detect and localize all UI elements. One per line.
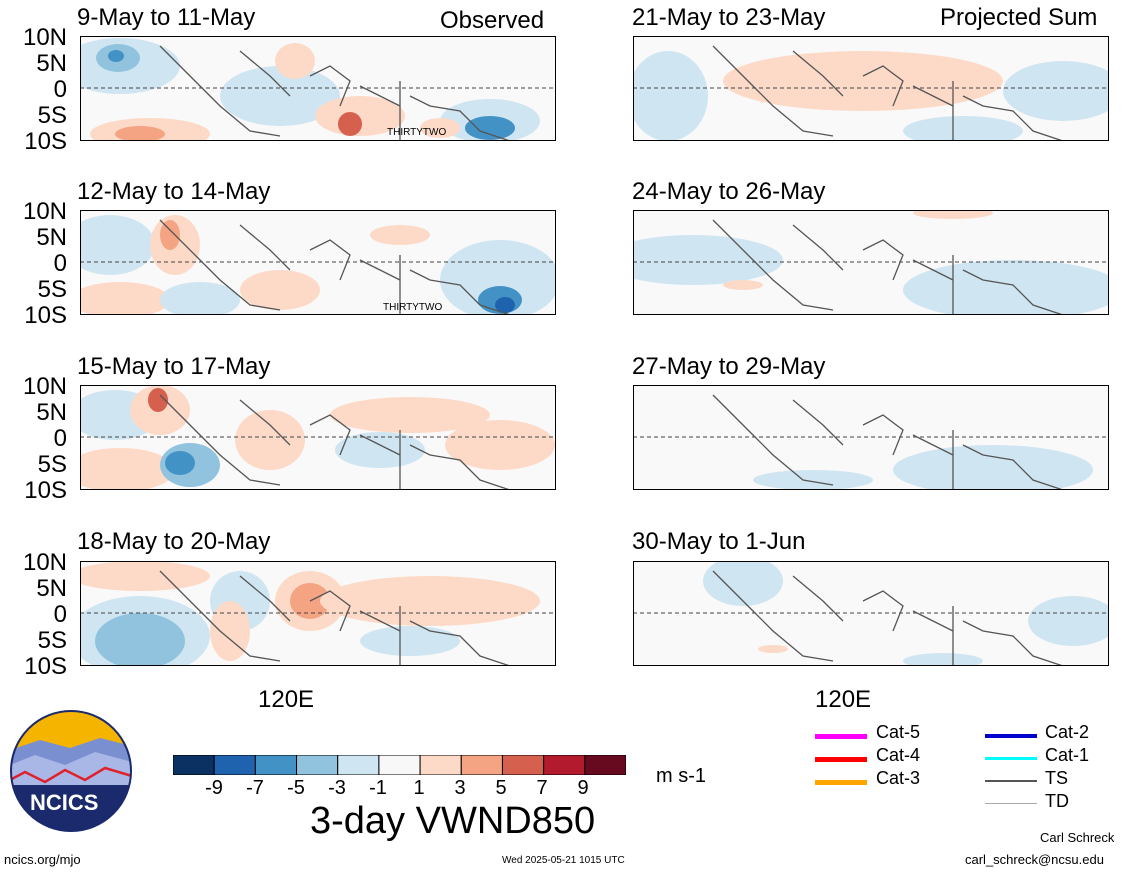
colorbar-tick: 1 <box>413 777 425 799</box>
map-panel-observed-4 <box>80 561 556 666</box>
lat-5n: 5N <box>36 575 67 602</box>
panel-title-4: 18-May to 20-May <box>77 528 271 555</box>
map-panel-observed-3 <box>80 385 556 490</box>
lat-5s: 5S <box>37 276 67 303</box>
legend-swatch-cat2 <box>985 734 1037 738</box>
colorbar-tick: 3 <box>454 777 466 799</box>
legend-swatch-cat4 <box>815 757 867 762</box>
colorbar-tick: -9 <box>205 777 223 799</box>
panel-title-8: 30-May to 1-Jun <box>632 528 806 555</box>
map-panel-projected-3 <box>633 385 1109 490</box>
map-panel-projected-1 <box>633 36 1109 141</box>
observed-label: Observed <box>440 7 545 34</box>
legend-label-cat5: Cat-5 <box>876 722 921 742</box>
colorbar-tick: -3 <box>328 777 346 799</box>
legend-swatch-cat3 <box>815 780 867 785</box>
map-panel-projected-2 <box>633 210 1109 315</box>
main-title: 3-day VWND850 <box>310 800 596 842</box>
colorbar-swatch <box>337 754 380 776</box>
legend-label-cat3: Cat-3 <box>876 768 921 788</box>
lat-10s: 10S <box>24 128 67 155</box>
colorbar-tick: -7 <box>246 777 264 799</box>
lat-10n: 10N <box>22 24 67 51</box>
panel-title-1: 9-May to 11-May <box>77 4 256 31</box>
storm-label: THIRTYTWO <box>383 302 443 313</box>
legend-label-td: TD <box>1045 791 1069 811</box>
lon-label-left: 120E <box>258 686 315 713</box>
colorbar-swatch <box>543 754 586 776</box>
map-panel-observed-1 <box>80 36 556 141</box>
lat-5s: 5S <box>37 102 67 129</box>
colorbar-swatch <box>296 754 339 776</box>
lat-10n: 10N <box>22 549 67 576</box>
lat-5s: 5S <box>37 627 67 654</box>
lat-0: 0 <box>53 601 67 628</box>
colorbar-tick: -5 <box>287 777 305 799</box>
lat-0: 0 <box>53 76 67 103</box>
legend-label-cat2: Cat-2 <box>1045 722 1090 742</box>
colorbar-tick: -1 <box>369 777 387 799</box>
colorbar-swatch <box>460 754 503 776</box>
projected-sum-label: Projected Sum <box>940 4 1098 31</box>
colorbar-swatch <box>419 754 462 776</box>
legend-label-cat1: Cat-1 <box>1045 745 1090 765</box>
colorbar-swatch <box>584 754 627 776</box>
lat-10n: 10N <box>22 198 67 225</box>
footer-url[interactable]: ncics.org/mjo <box>4 852 81 867</box>
colorbar-units: m s-1 <box>656 765 706 787</box>
legend-label-ts: TS <box>1045 768 1069 788</box>
colorbar-swatch <box>172 754 215 776</box>
colorbar <box>172 754 627 780</box>
map-panel-observed-2 <box>80 210 556 315</box>
colorbar-tick: 5 <box>495 777 507 799</box>
legend-swatch-cat5 <box>815 734 867 739</box>
panel-title-7: 27-May to 29-May <box>632 353 826 380</box>
colorbar-swatch <box>378 754 421 776</box>
lat-10s: 10S <box>24 302 67 329</box>
lon-label-right: 120E <box>815 686 872 713</box>
lat-10s: 10S <box>24 653 67 680</box>
lat-10n: 10N <box>22 373 67 400</box>
panel-title-2: 12-May to 14-May <box>77 178 271 205</box>
lat-5n: 5N <box>36 50 67 77</box>
legend-label-cat4: Cat-4 <box>876 745 921 765</box>
lat-0: 0 <box>53 250 67 277</box>
footer-timestamp: Wed 2025-05-21 1015 UTC <box>502 855 625 866</box>
colorbar-swatch <box>254 754 298 776</box>
ncics-logo <box>10 710 132 837</box>
storm-label: THIRTYTWO <box>387 127 447 138</box>
map-panel-projected-4 <box>633 561 1109 666</box>
lat-5n: 5N <box>36 224 67 251</box>
lat-0: 0 <box>53 425 67 452</box>
colorbar-tick: 9 <box>577 777 589 799</box>
footer-email[interactable]: carl_schreck@ncsu.edu <box>965 852 1104 867</box>
panel-title-3: 15-May to 17-May <box>77 353 271 380</box>
colorbar-tick: 7 <box>536 777 548 799</box>
legend-swatch-cat1 <box>985 757 1037 760</box>
lat-5s: 5S <box>37 451 67 478</box>
logo-text: NCICS <box>30 790 99 815</box>
panel-title-5: 21-May to 23-May <box>632 4 826 31</box>
legend-swatch-td <box>985 803 1037 804</box>
lat-5n: 5N <box>36 399 67 426</box>
panel-title-6: 24-May to 26-May <box>632 178 826 205</box>
colorbar-swatch <box>501 754 545 776</box>
lat-10s: 10S <box>24 477 67 504</box>
colorbar-swatch <box>213 754 256 776</box>
legend-swatch-ts <box>985 780 1037 782</box>
footer-author: Carl Schreck <box>1040 830 1115 845</box>
